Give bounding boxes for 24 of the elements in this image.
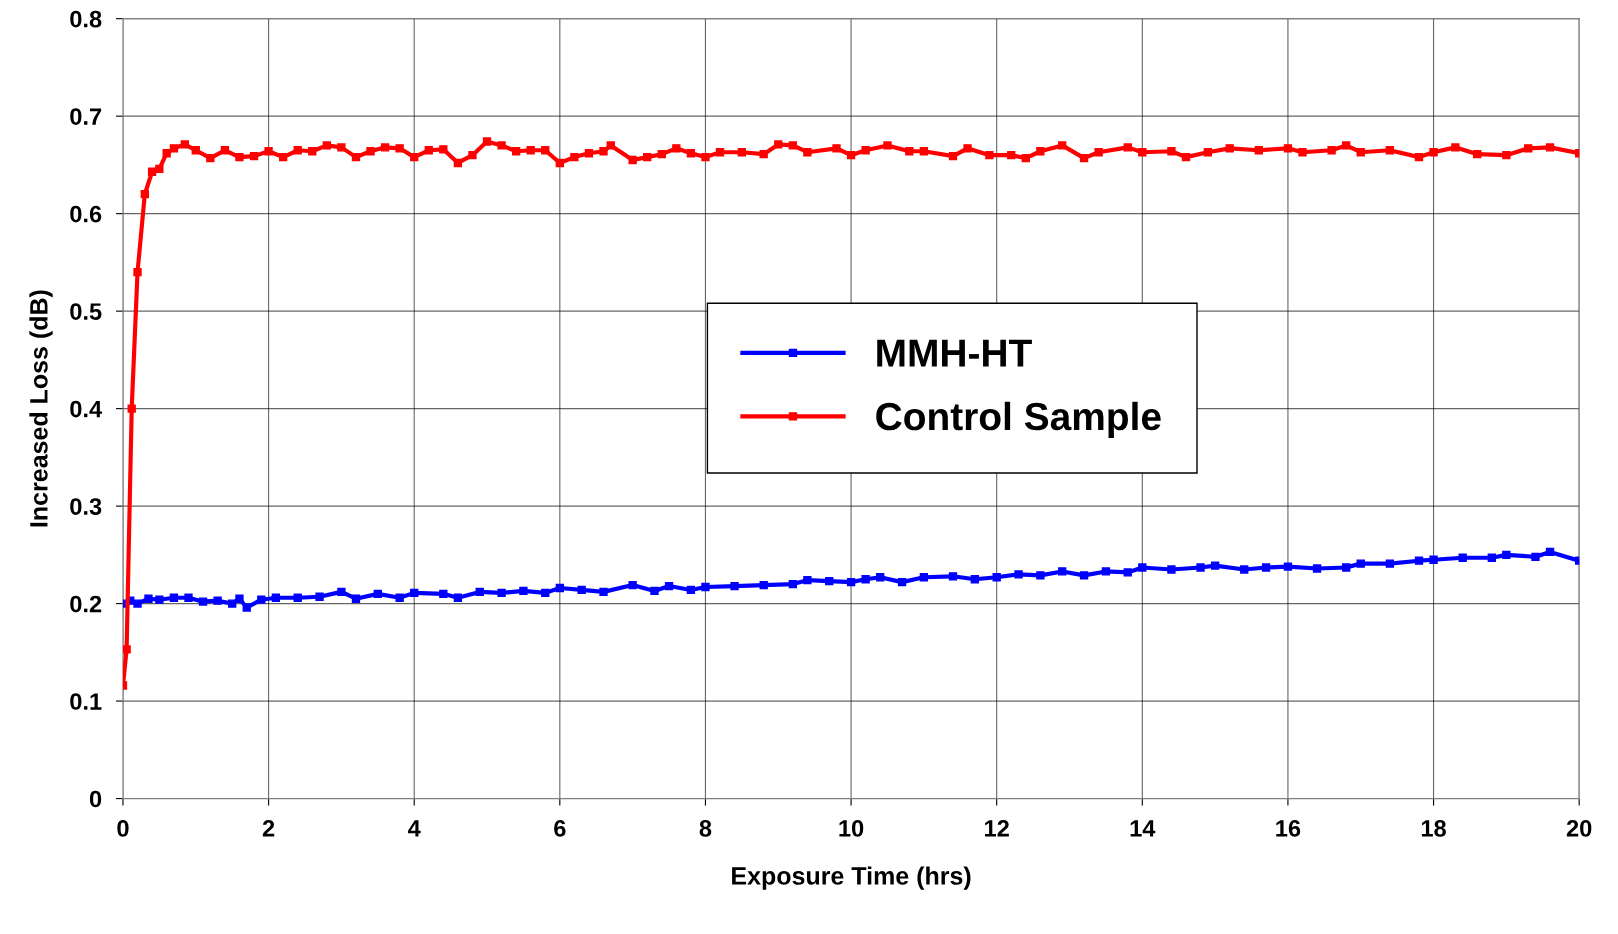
x-tick-label: 12 bbox=[985, 820, 1009, 837]
y-tick-label: 0.4 bbox=[70, 400, 103, 418]
x-tick-label: 6 bbox=[554, 820, 566, 837]
y-tick-label: 0.8 bbox=[70, 10, 102, 28]
y-tick-label: 0.7 bbox=[70, 108, 102, 125]
legend-label: Control Sample bbox=[876, 401, 1161, 439]
y-tick-label: 0.6 bbox=[70, 205, 102, 223]
legend-label: MMH-HT bbox=[877, 339, 1032, 367]
y-axis-title: Increased Loss (dB) bbox=[29, 290, 53, 527]
x-tick-label: 20 bbox=[1566, 820, 1592, 837]
y-tick-label: 0.5 bbox=[70, 303, 102, 320]
y-tick-label: 0 bbox=[89, 790, 102, 808]
x-tick-label: 2 bbox=[262, 820, 275, 837]
x-axis-title: Exposure Time (hrs) bbox=[732, 866, 971, 890]
x-tick-label: 18 bbox=[1421, 820, 1446, 837]
x-tick-label: 8 bbox=[699, 820, 712, 837]
y-tick-label: 0.2 bbox=[70, 595, 102, 613]
x-tick-label: 4 bbox=[408, 820, 421, 837]
x-tick-label: 16 bbox=[1276, 820, 1301, 837]
x-tick-label: 14 bbox=[1130, 820, 1156, 837]
y-tick-label: 0.1 bbox=[70, 693, 102, 710]
x-tick-label: 10 bbox=[839, 820, 864, 837]
x-tick-label: 0 bbox=[117, 820, 129, 837]
y-tick-label: 0.3 bbox=[70, 498, 102, 515]
